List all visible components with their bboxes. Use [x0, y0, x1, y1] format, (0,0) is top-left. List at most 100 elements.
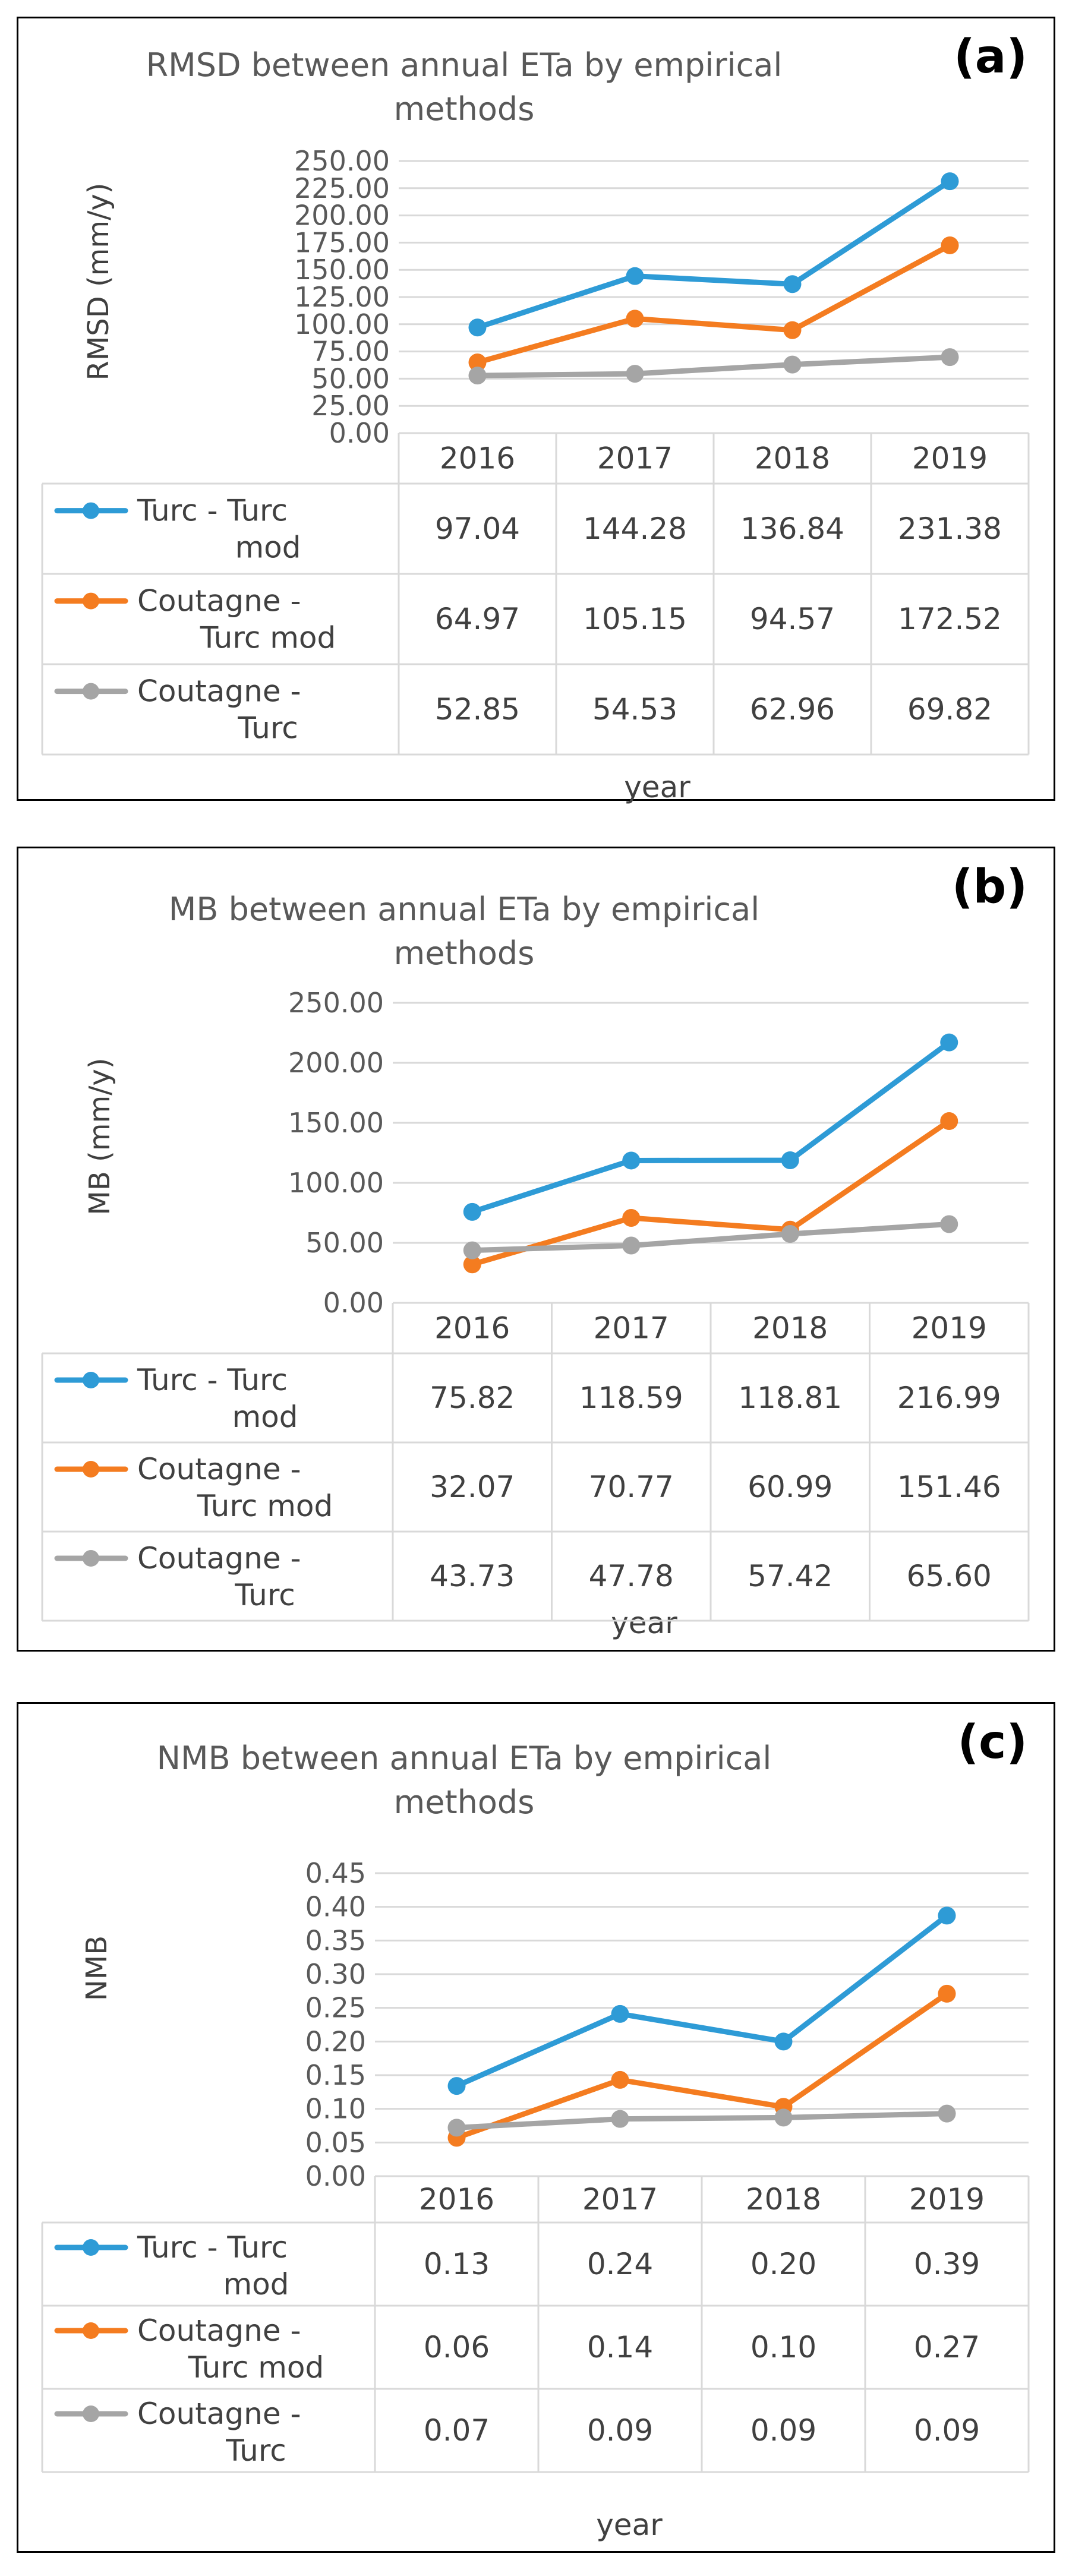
x-tick-label: 2019: [912, 441, 988, 476]
table-cell-value: 0.06: [424, 2330, 490, 2365]
data-point: [781, 1225, 799, 1243]
data-point: [622, 1209, 641, 1227]
y-tick-label: 175.00: [294, 226, 390, 258]
chart-title-line: RMSD between annual ETa by empirical: [146, 46, 783, 84]
table-cell-value: 118.81: [738, 1381, 842, 1415]
table-cell-value: 64.97: [435, 602, 520, 636]
x-tick-label: 2016: [419, 2182, 494, 2217]
legend-label: Coutagne -: [137, 1541, 301, 1576]
legend-label: Turc mod: [197, 1489, 333, 1523]
table-cell-value: 52.85: [435, 692, 520, 727]
data-point: [938, 2104, 956, 2123]
y-tick-label: 0.05: [305, 2126, 366, 2158]
y-tick-label: 0.35: [305, 1924, 366, 1956]
legend-label: Coutagne -: [137, 2313, 301, 2348]
legend-marker: [83, 683, 99, 700]
table-cell-value: 62.96: [750, 692, 835, 727]
y-tick-label: 250.00: [288, 987, 384, 1019]
data-point: [940, 1033, 958, 1052]
table-cell-value: 0.09: [587, 2413, 653, 2448]
data-point: [463, 1255, 481, 1274]
series-line: [454, 1991, 950, 2141]
data-point: [938, 1984, 956, 2003]
legend-marker: [83, 1461, 99, 1478]
legend-label: Turc - Turc: [137, 2230, 288, 2265]
table-cell-value: 216.99: [897, 1381, 1001, 1415]
x-axis-label-a: year: [624, 770, 690, 804]
table-cell-value: 105.15: [583, 602, 687, 636]
x-tick-label: 2016: [434, 1311, 510, 1346]
table-cell-value: 65.60: [907, 1559, 992, 1593]
chart-title-line: methods: [393, 90, 535, 128]
legend-label: mod: [232, 1400, 298, 1434]
data-point: [611, 2110, 629, 2128]
data-point: [941, 348, 959, 367]
table-cell-value: 54.53: [592, 692, 677, 727]
table-cell-value: 47.78: [589, 1559, 674, 1593]
legend-marker: [83, 2239, 99, 2256]
table-cell-value: 32.07: [430, 1470, 515, 1504]
table-cell-value: 75.82: [430, 1381, 515, 1415]
table-cell-value: 172.52: [898, 602, 1002, 636]
data-point: [941, 172, 959, 191]
legend-label: Coutagne -: [137, 1452, 301, 1486]
legend-label: Coutagne -: [137, 584, 301, 618]
data-point: [940, 1215, 958, 1233]
y-tick-label: 150.00: [288, 1107, 384, 1139]
data-point: [622, 1236, 641, 1255]
table-cell-value: 0.20: [750, 2247, 816, 2281]
table-cell-value: 0.13: [424, 2247, 490, 2281]
legend-label: Turc - Turc: [137, 1363, 288, 1397]
y-tick-label: 0.00: [329, 417, 390, 449]
data-point: [940, 1112, 958, 1131]
legend-label: Turc mod: [188, 2350, 324, 2385]
legend-marker: [83, 592, 99, 610]
x-tick-label: 2017: [597, 441, 673, 476]
table-cell-value: 118.59: [579, 1381, 683, 1415]
y-tick-label: 75.00: [311, 336, 390, 368]
series-line: [475, 354, 953, 378]
legend-label: Turc - Turc: [137, 494, 288, 528]
legend-label: Turc mod: [200, 621, 336, 655]
table-cell-value: 231.38: [898, 512, 1002, 546]
y-tick-label: 0.30: [305, 1958, 366, 1990]
x-tick-label: 2019: [912, 1311, 987, 1346]
y-tick-label: 0.20: [305, 2025, 366, 2057]
legend-label: Turc: [234, 1578, 295, 1612]
data-point: [463, 1241, 481, 1259]
panel-tag-c: (c): [957, 1716, 1027, 1769]
data-point: [468, 318, 487, 337]
series-line: [454, 1912, 950, 2089]
table-cell-value: 97.04: [435, 512, 520, 546]
y-tick-label: 0.00: [323, 1287, 384, 1319]
y-tick-label: 0.40: [305, 1891, 366, 1923]
chart-panel-c: NMB between annual ETa by empirical meth…: [17, 1702, 1055, 2553]
y-tick-label: 225.00: [294, 172, 390, 204]
data-point: [463, 1202, 481, 1221]
y-tick-label: 0.15: [305, 2059, 366, 2091]
series-line: [469, 1118, 952, 1267]
data-point: [447, 2119, 466, 2137]
legend-marker: [83, 1372, 99, 1388]
y-tick-label: 0.45: [305, 1857, 366, 1889]
data-point: [941, 236, 959, 254]
chart-svg-c: 0.450.400.350.300.250.200.150.100.050.00…: [41, 1857, 1030, 2473]
chart-title-line: methods: [393, 1783, 535, 1821]
data-point: [468, 367, 487, 385]
x-axis-label-b: year: [611, 1606, 677, 1640]
chart-svg-a: 250.00225.00200.00175.00150.00125.00100.…: [41, 145, 1030, 756]
table-cell-value: 60.99: [748, 1470, 832, 1504]
chart-panel-a: RMSD between annual ETa by empirical met…: [17, 17, 1055, 804]
x-tick-label: 2018: [755, 441, 830, 476]
data-point: [622, 1151, 641, 1170]
data-point: [447, 2077, 466, 2095]
y-tick-label: 25.00: [311, 390, 390, 422]
table-cell-value: 144.28: [583, 512, 687, 546]
panel-tag-a: (a): [954, 30, 1027, 84]
y-tick-label: 200.00: [288, 1047, 384, 1079]
series-line: [469, 1221, 952, 1254]
legend-label: mod: [223, 2267, 289, 2302]
table-cell-value: 94.57: [750, 602, 835, 636]
y-tick-label: 0.25: [305, 1992, 366, 2024]
data-point: [611, 2070, 629, 2089]
